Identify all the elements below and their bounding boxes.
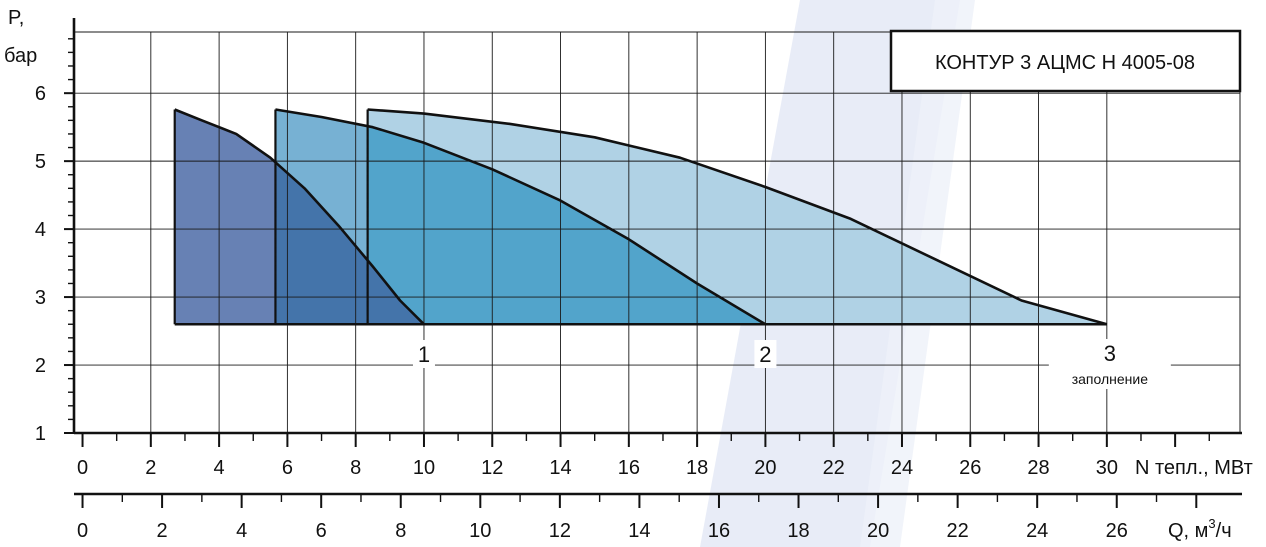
area-overlap-2-3: [367, 126, 766, 325]
x-primary-axis-title: N тепл., МВт: [1135, 457, 1253, 479]
x-secondary-tick-label: 0: [77, 520, 88, 542]
x-secondary-tick-label: 16: [708, 520, 730, 542]
series-label-backing: [412, 340, 435, 368]
x-primary-tick-label: 28: [1027, 457, 1049, 479]
x-secondary-tick-label: 20: [867, 520, 889, 542]
x-primary-tick-label: 26: [959, 457, 981, 479]
x-secondary-axis-title-sup: 3: [1208, 516, 1215, 531]
x-primary-tick-label: 14: [549, 457, 571, 479]
x-secondary-tick-label: 8: [395, 520, 406, 542]
labels: 1 2 3 заполнение: [412, 339, 1171, 389]
x-primary-tick-label: 2: [145, 457, 156, 479]
x-secondary-axis-title-prefix: Q, м: [1168, 520, 1208, 542]
series-sublabel-3: заполнение: [1072, 371, 1149, 387]
x-primary-tick-label: 24: [891, 457, 913, 479]
series-label-backing: [754, 340, 777, 368]
x-secondary-axis-title-suffix: /ч: [1216, 520, 1232, 542]
x-secondary-tick-label: 14: [628, 520, 650, 542]
x-primary-tick-label: 16: [618, 457, 640, 479]
operating-areas: [174, 109, 1107, 325]
area-overlap-1-2: [275, 162, 424, 325]
y-tick-label: 6: [35, 83, 46, 105]
x-secondary-tick-label: 2: [157, 520, 168, 542]
curve-series-1: [174, 108, 425, 326]
x-secondary-tick-label: 4: [236, 520, 247, 542]
chart-title-frame: [889, 29, 1242, 93]
chart-title: КОНТУР 3 АЦМС Н 4005-08: [935, 52, 1195, 74]
curve-series-3: [367, 108, 1108, 326]
x-primary-tick-label: 30: [1096, 457, 1118, 479]
series-label-backing: [1048, 339, 1171, 389]
x-primary-tick-label: 4: [214, 457, 225, 479]
curve-series-2: [275, 108, 767, 326]
x-secondary-tick-label: 12: [549, 520, 571, 542]
y-axis-title-line1: P,: [8, 7, 24, 29]
y-axis-title-line2: бар: [4, 45, 37, 67]
chart-title-box: КОНТУР 3 АЦМС Н 4005-08: [889, 29, 1242, 93]
x-primary-tick-label: 22: [823, 457, 845, 479]
x-primary-tick-label: 18: [686, 457, 708, 479]
x-primary-tick-label: 8: [350, 457, 361, 479]
y-tick-label: 4: [35, 219, 46, 241]
x-secondary-tick-label: 6: [316, 520, 327, 542]
series-label-1: 1: [418, 342, 430, 367]
x-secondary-tick-label: 22: [947, 520, 969, 542]
series-label-2: 2: [759, 342, 771, 367]
x-primary-tick-label: 20: [754, 457, 776, 479]
y-tick-label: 3: [35, 287, 46, 309]
x-secondary-tick-label: 18: [787, 520, 809, 542]
y-tick-label: 1: [35, 423, 46, 445]
y-tick-label: 2: [35, 355, 46, 377]
curves: [173, 108, 1108, 326]
x-primary-tick-label: 12: [481, 457, 503, 479]
x-secondary-tick-label: 10: [469, 520, 491, 542]
x-secondary-tick-label: 26: [1106, 520, 1128, 542]
x-primary-tick-label: 0: [77, 457, 88, 479]
x-secondary-axis-title: Q, м3/ч: [1168, 516, 1232, 542]
y-tick-label: 5: [35, 151, 46, 173]
x-primary-tick-label: 10: [413, 457, 435, 479]
x-secondary-tick-label: 24: [1026, 520, 1048, 542]
x-primary-tick-label: 6: [282, 457, 293, 479]
area-overlap-1-3: [367, 260, 424, 325]
series-label-3: 3: [1104, 341, 1116, 366]
